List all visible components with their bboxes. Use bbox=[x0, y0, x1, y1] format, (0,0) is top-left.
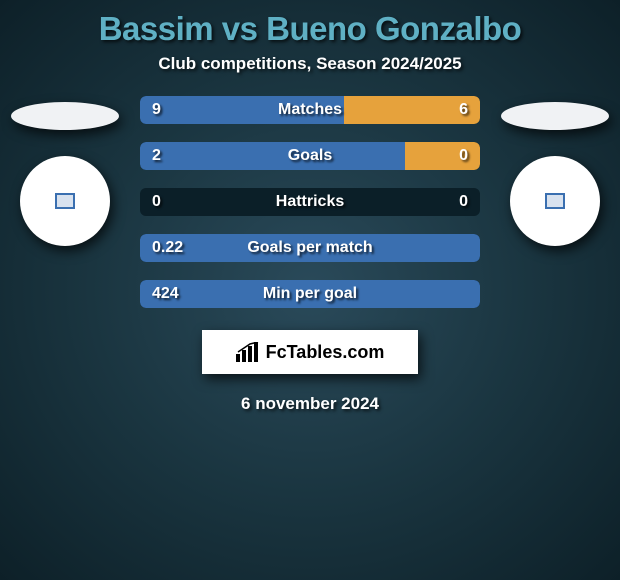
stat-label: Goals bbox=[288, 147, 332, 165]
brand-text: FcTables.com bbox=[266, 342, 385, 363]
stat-bar: 0.22 Goals per match bbox=[140, 234, 480, 262]
stats-bars-column: 9 6 Matches 2 0 Goals 0 0 Hattricks 0.22 Goals per… bbox=[140, 96, 480, 308]
stat-bar: 9 6 Matches bbox=[140, 96, 480, 124]
page-title: Bassim vs Bueno Gonzalbo bbox=[99, 10, 522, 48]
stat-bar-fill-right bbox=[405, 142, 480, 170]
stat-value-left: 424 bbox=[152, 285, 179, 303]
stat-label: Goals per match bbox=[247, 239, 372, 257]
title-player-a: Bassim bbox=[99, 10, 213, 47]
stat-label: Min per goal bbox=[263, 285, 357, 303]
left-side-column bbox=[10, 96, 120, 246]
title-player-b: Bueno Gonzalbo bbox=[266, 10, 521, 47]
left-club-badge bbox=[20, 156, 110, 246]
stat-bar: 424 Min per goal bbox=[140, 280, 480, 308]
brand-chart-icon bbox=[236, 342, 260, 362]
right-club-badge bbox=[510, 156, 600, 246]
stat-label: Matches bbox=[278, 101, 342, 119]
stat-bar: 0 0 Hattricks bbox=[140, 188, 480, 216]
stat-value-right: 0 bbox=[459, 147, 468, 165]
right-side-column bbox=[500, 96, 610, 246]
brand-attribution: FcTables.com bbox=[202, 330, 418, 374]
stat-value-left: 0 bbox=[152, 193, 161, 211]
comparison-card: Bassim vs Bueno Gonzalbo Club competitio… bbox=[0, 0, 620, 414]
stat-value-right: 0 bbox=[459, 193, 468, 211]
stat-label: Hattricks bbox=[276, 193, 344, 211]
left-player-jersey-oval bbox=[11, 102, 119, 130]
stat-value-left: 9 bbox=[152, 101, 161, 119]
stat-bar: 2 0 Goals bbox=[140, 142, 480, 170]
left-club-badge-icon bbox=[55, 193, 75, 209]
stat-value-left: 2 bbox=[152, 147, 161, 165]
right-player-jersey-oval bbox=[501, 102, 609, 130]
main-area: 9 6 Matches 2 0 Goals 0 0 Hattricks 0.22 Goals per… bbox=[0, 96, 620, 308]
stat-value-right: 6 bbox=[459, 101, 468, 119]
stat-bar-fill-left bbox=[140, 142, 405, 170]
subtitle: Club competitions, Season 2024/2025 bbox=[158, 54, 461, 74]
title-vs: vs bbox=[222, 10, 258, 47]
right-club-badge-icon bbox=[545, 193, 565, 209]
date-text: 6 november 2024 bbox=[241, 394, 379, 414]
stat-value-left: 0.22 bbox=[152, 239, 183, 257]
